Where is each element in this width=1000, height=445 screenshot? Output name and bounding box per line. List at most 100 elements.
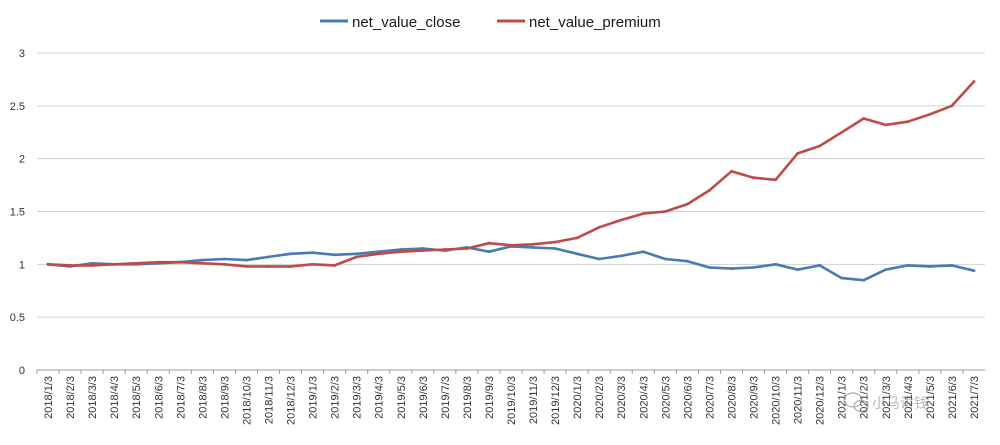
data-point-net_value_premium bbox=[156, 260, 160, 264]
data-point-net_value_premium bbox=[178, 260, 182, 264]
data-point-net_value_premium bbox=[355, 255, 359, 259]
data-point-net_value_close bbox=[906, 264, 910, 267]
series-line-net_value_premium bbox=[47, 80, 975, 268]
data-point-net_value_close bbox=[553, 247, 557, 250]
x-tick-label: 2020/5/3 bbox=[660, 376, 672, 419]
x-tick-label: 2019/7/3 bbox=[440, 376, 452, 419]
data-point-net_value_premium bbox=[311, 262, 314, 266]
x-tick-label: 2021/1/3 bbox=[837, 376, 849, 419]
x-tick-label: 2018/12/3 bbox=[286, 376, 298, 425]
data-point-net_value_premium bbox=[223, 262, 226, 266]
x-tick-label: 2021/5/3 bbox=[925, 376, 937, 419]
legend-label-premium: net_value_premium bbox=[529, 14, 661, 31]
data-point-net_value_close bbox=[663, 257, 667, 261]
data-point-net_value_premium bbox=[752, 176, 755, 180]
data-point-net_value_close bbox=[377, 250, 381, 254]
x-tick-label: 2018/10/3 bbox=[241, 376, 253, 425]
watermark: 小马讲钱 bbox=[843, 392, 928, 413]
data-point-net_value_close bbox=[421, 247, 425, 250]
x-tick-label: 2020/7/3 bbox=[704, 376, 716, 419]
data-point-net_value_premium bbox=[553, 240, 557, 244]
data-point-net_value_premium bbox=[862, 117, 866, 120]
y-tick-label: 1 bbox=[19, 259, 25, 271]
data-point-net_value_premium bbox=[377, 252, 381, 256]
y-axis-ticks: 0 0.5 1 1.5 2 2.5 3 bbox=[10, 48, 25, 377]
data-point-net_value_premium bbox=[465, 247, 469, 250]
x-tick-label: 2020/6/3 bbox=[682, 376, 694, 419]
legend: net_value_close net_value_premium bbox=[320, 14, 661, 31]
x-tick-label: 2020/1/3 bbox=[572, 376, 584, 419]
legend-item-close: net_value_close bbox=[320, 14, 460, 31]
data-point-net_value_premium bbox=[663, 210, 667, 213]
data-point-net_value_close bbox=[619, 254, 623, 258]
data-point-net_value_premium bbox=[487, 241, 491, 245]
data-point-net_value_premium bbox=[134, 261, 138, 265]
data-point-net_value_close bbox=[796, 268, 799, 271]
data-point-net_value_premium bbox=[641, 212, 645, 216]
x-tick-label: 2018/3/3 bbox=[87, 376, 99, 419]
x-tick-label: 2018/6/3 bbox=[153, 376, 165, 419]
data-point-net_value_premium bbox=[796, 152, 799, 155]
x-tick-label: 2019/12/3 bbox=[550, 376, 562, 425]
x-tick-label: 2019/1/3 bbox=[308, 376, 320, 419]
x-tick-label: 2020/4/3 bbox=[638, 376, 650, 419]
y-tick-label: 0 bbox=[19, 365, 25, 377]
data-point-net_value_premium bbox=[906, 120, 910, 124]
y-tick-label: 1.5 bbox=[10, 207, 25, 219]
x-tick-label: 2018/9/3 bbox=[219, 376, 231, 419]
x-tick-label: 2019/11/3 bbox=[528, 376, 540, 424]
data-point-net_value_close bbox=[972, 269, 976, 273]
data-point-net_value_close bbox=[928, 265, 932, 268]
x-tick-label: 2019/10/3 bbox=[506, 376, 518, 425]
data-point-net_value_close bbox=[686, 259, 689, 263]
x-tick-label: 2018/2/3 bbox=[65, 376, 77, 419]
data-point-net_value_close bbox=[752, 266, 755, 269]
x-tick-label: 2019/2/3 bbox=[330, 376, 342, 419]
data-point-net_value_premium bbox=[399, 250, 403, 254]
x-tick-label: 2020/8/3 bbox=[726, 376, 738, 419]
x-tick-label: 2021/7/3 bbox=[969, 376, 981, 419]
data-point-net_value_premium bbox=[509, 243, 513, 247]
data-point-net_value_close bbox=[531, 246, 535, 249]
data-point-net_value_premium bbox=[112, 262, 116, 266]
data-point-net_value_premium bbox=[950, 104, 954, 108]
data-point-net_value_premium bbox=[686, 202, 689, 206]
x-tick-label: 2019/8/3 bbox=[462, 376, 474, 419]
x-tick-label: 2018/8/3 bbox=[197, 376, 209, 419]
data-point-net_value_close bbox=[289, 252, 292, 256]
data-point-net_value_premium bbox=[730, 169, 733, 173]
data-point-net_value_close bbox=[884, 268, 888, 271]
data-point-net_value_premium bbox=[200, 261, 204, 265]
data-point-net_value_close bbox=[90, 261, 94, 265]
data-point-net_value_premium bbox=[90, 264, 94, 267]
data-point-net_value_close bbox=[311, 251, 314, 255]
data-point-net_value_premium bbox=[443, 248, 447, 251]
data-point-net_value_close bbox=[333, 253, 336, 257]
data-point-net_value_premium bbox=[68, 264, 72, 267]
x-tick-label: 2018/4/3 bbox=[109, 376, 121, 419]
x-tick-label: 2019/9/3 bbox=[484, 376, 496, 419]
data-point-net_value_close bbox=[774, 262, 777, 266]
x-tick-label: 2020/10/3 bbox=[771, 376, 783, 425]
x-tick-label: 2020/3/3 bbox=[616, 376, 628, 419]
series-group bbox=[46, 80, 976, 282]
x-tick-label: 2020/2/3 bbox=[594, 376, 606, 419]
data-point-net_value_close bbox=[818, 264, 822, 267]
y-tick-label: 0.5 bbox=[10, 312, 25, 324]
data-point-net_value_close bbox=[399, 248, 403, 251]
data-point-net_value_close bbox=[862, 278, 866, 282]
data-point-net_value_premium bbox=[597, 225, 601, 229]
data-point-net_value_close bbox=[355, 252, 359, 256]
y-tick-label: 2.5 bbox=[10, 101, 25, 113]
data-point-net_value_premium bbox=[619, 218, 623, 222]
data-point-net_value_close bbox=[708, 266, 711, 269]
x-tick-label: 2021/4/3 bbox=[903, 376, 915, 419]
data-point-net_value_premium bbox=[333, 264, 336, 267]
data-point-net_value_premium bbox=[708, 189, 711, 192]
x-tick-label: 2020/11/3 bbox=[793, 376, 805, 424]
data-point-net_value_premium bbox=[840, 130, 844, 134]
x-tick-label: 2021/6/3 bbox=[947, 376, 959, 419]
data-point-net_value_close bbox=[641, 250, 645, 254]
data-point-net_value_close bbox=[245, 258, 248, 262]
